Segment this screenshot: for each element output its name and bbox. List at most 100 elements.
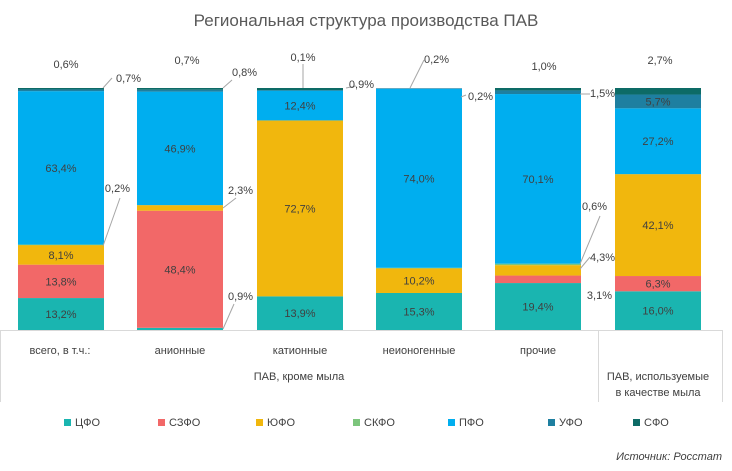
bar-segment xyxy=(257,120,343,297)
data-label: 19,4% xyxy=(522,302,553,314)
category-label: прочие xyxy=(520,345,556,357)
bar-segment xyxy=(18,88,104,90)
bar-segment xyxy=(257,88,343,91)
category-label: анионные xyxy=(155,345,206,357)
legend-swatch xyxy=(548,419,555,426)
data-label: 0,2% xyxy=(468,91,493,103)
bar-segment xyxy=(495,265,581,276)
data-label: 8,1% xyxy=(48,250,73,262)
category-label: ПАВ, используемые xyxy=(607,371,709,383)
leader-line xyxy=(222,197,237,209)
bar-segment xyxy=(18,91,104,245)
bar-segment xyxy=(376,267,462,269)
data-label: 0,8% xyxy=(232,67,257,79)
bar-segment xyxy=(257,90,343,121)
bar-segment xyxy=(137,88,223,90)
data-label: 46,9% xyxy=(164,143,195,155)
data-label: 0,2% xyxy=(105,183,130,195)
bar-segment xyxy=(495,283,581,330)
data-label: 2,7% xyxy=(647,55,672,67)
leader-line xyxy=(579,256,591,270)
data-label: 13,9% xyxy=(284,308,315,320)
data-label: 0,1% xyxy=(290,52,315,64)
group-label: ПАВ, кроме мыла xyxy=(254,371,345,383)
leader-line xyxy=(579,215,601,265)
bar-segment xyxy=(137,205,223,211)
bar-segment xyxy=(615,276,701,292)
bar-segment xyxy=(615,108,701,175)
legend-swatch xyxy=(256,419,263,426)
bar-segment xyxy=(495,88,581,91)
leader-line xyxy=(345,85,357,89)
data-label: 13,8% xyxy=(45,276,76,288)
data-label: 5,7% xyxy=(645,96,670,108)
data-label: 1,0% xyxy=(531,61,556,73)
leader-line xyxy=(102,197,121,247)
data-label: 2,3% xyxy=(228,185,253,197)
data-label: 63,4% xyxy=(45,163,76,175)
legend-swatch xyxy=(158,419,165,426)
legend-swatch xyxy=(448,419,455,426)
data-label: 0,9% xyxy=(228,291,253,303)
data-label: 4,3% xyxy=(590,252,615,264)
legend-label: УФО xyxy=(559,417,583,429)
bar-segment xyxy=(615,94,701,109)
bar-segment xyxy=(495,94,581,264)
data-label: 0,7% xyxy=(116,73,141,85)
legend-swatch xyxy=(353,419,360,426)
bar-segment xyxy=(376,268,462,293)
legend-label: СЗФО xyxy=(169,417,201,429)
legend-label: ЮФО xyxy=(267,417,295,429)
category-label: в качестве мыла xyxy=(615,387,701,399)
bar-segment xyxy=(257,296,343,330)
bar-segment xyxy=(615,291,701,330)
data-label: 0,6% xyxy=(53,59,78,71)
data-label: 16,0% xyxy=(642,306,673,318)
category-label: неионогенные xyxy=(383,345,456,357)
data-label: 1,5% xyxy=(590,88,615,100)
data-label: 6,3% xyxy=(645,279,670,291)
bar-segment xyxy=(137,327,223,330)
legend-swatch xyxy=(633,419,640,426)
legend-label: ЦФО xyxy=(75,417,101,429)
data-label: 74,0% xyxy=(403,173,434,185)
leader-line xyxy=(222,303,235,330)
bar-segment xyxy=(18,298,104,330)
bar-segment xyxy=(257,90,343,91)
bar-segment xyxy=(18,245,104,265)
data-label: 70,1% xyxy=(522,174,553,186)
bar-segment xyxy=(18,89,104,92)
leader-line xyxy=(102,77,113,89)
data-label: 3,1% xyxy=(587,290,612,302)
data-label: 42,1% xyxy=(642,220,673,232)
bar-segment xyxy=(18,244,104,246)
bar-segment xyxy=(137,210,223,328)
data-label: 0,7% xyxy=(174,55,199,67)
chart-title: Региональная структура производства ПАВ xyxy=(194,11,539,30)
source-note: Источник: Росстат xyxy=(616,451,722,463)
legend-label: СКФО xyxy=(364,417,395,429)
bar-segment xyxy=(376,88,462,268)
leader-line xyxy=(222,79,233,89)
data-label: 27,2% xyxy=(642,136,673,148)
leader-line xyxy=(409,59,425,89)
data-label: 0,2% xyxy=(424,54,449,66)
data-label: 10,2% xyxy=(403,276,434,288)
category-label: катионные xyxy=(273,345,327,357)
bar-segment xyxy=(495,90,581,95)
bar-segment xyxy=(615,174,701,277)
legend-label: СФО xyxy=(644,417,669,429)
bar-segment xyxy=(376,88,462,89)
leader-line xyxy=(460,94,467,98)
category-label: всего, в т.ч.: xyxy=(30,345,91,357)
data-label: 15,3% xyxy=(403,306,434,318)
data-label: 0,6% xyxy=(582,201,607,213)
bar-segment xyxy=(137,89,223,92)
legend-label: ПФО xyxy=(459,417,484,429)
bar-segment xyxy=(18,264,104,299)
bar-segment xyxy=(376,292,462,330)
bar-segment xyxy=(495,275,581,284)
data-label: 13,2% xyxy=(45,309,76,321)
bar-segment xyxy=(615,88,701,95)
